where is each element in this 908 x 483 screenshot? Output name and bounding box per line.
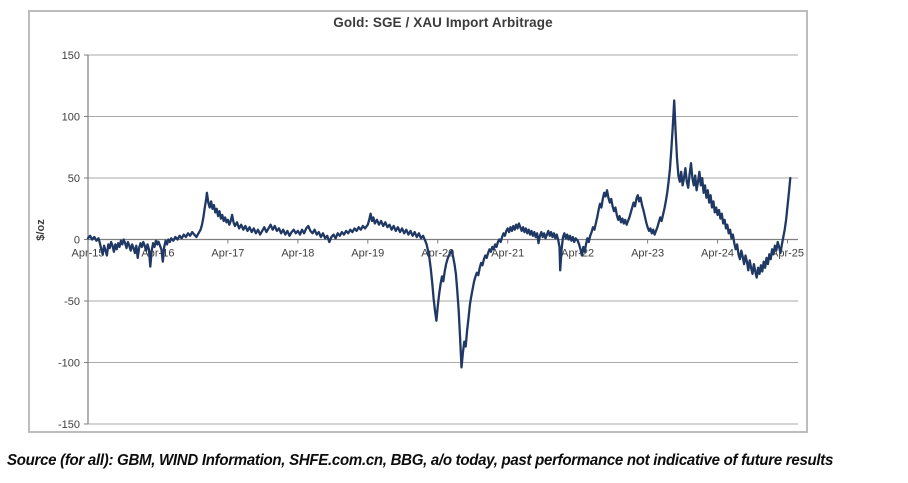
x-tick-label: Apr-15 [71, 248, 104, 260]
x-tick-label: Apr-17 [211, 248, 244, 260]
y-tick-label: 0 [74, 235, 80, 247]
x-tick-label: Apr-22 [561, 248, 594, 260]
chart-title: Gold: SGE / XAU Import Arbitrage [333, 15, 553, 30]
source-note: Source (for all): GBM, WIND Information,… [7, 452, 834, 469]
x-tick-label: Apr-21 [491, 248, 524, 260]
y-tick-label: 100 [62, 112, 80, 124]
y-tick-label: 150 [62, 50, 80, 62]
x-tick-label: Apr-18 [281, 248, 314, 260]
y-tick-label: -150 [58, 419, 80, 431]
x-tick-label: Apr-19 [351, 248, 384, 260]
y-tick-label: 50 [68, 173, 80, 185]
y-tick-label: -100 [58, 358, 80, 370]
x-tick-label: Apr-23 [631, 248, 664, 260]
y-tick-label: -50 [64, 296, 80, 308]
x-tick-label: Apr-24 [701, 248, 734, 260]
series-line [86, 99, 792, 369]
